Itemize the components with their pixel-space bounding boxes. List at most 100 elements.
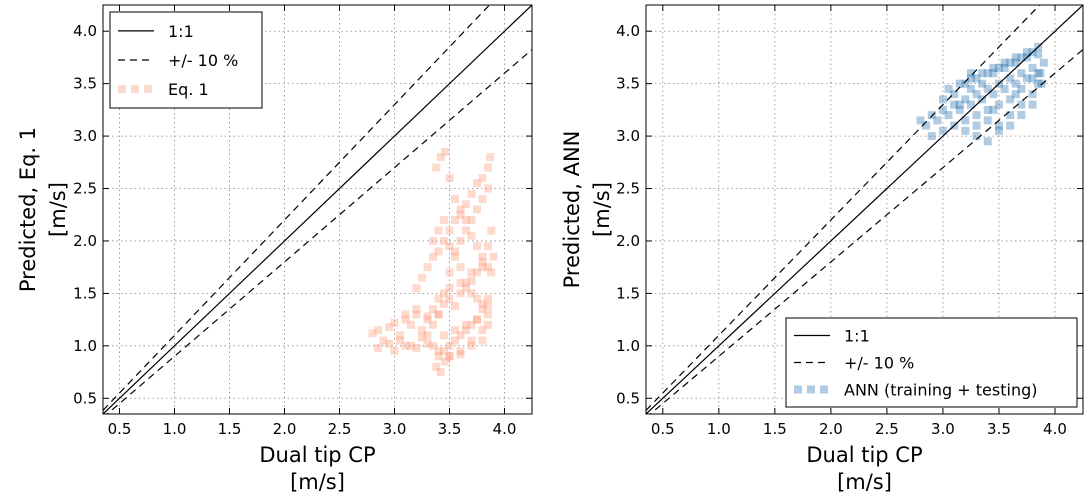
- data-point: [434, 352, 443, 361]
- data-point: [938, 95, 947, 104]
- x-tick-label: 2.5: [875, 420, 899, 438]
- y-tick-label: 4.0: [73, 22, 97, 40]
- data-point: [1028, 74, 1037, 83]
- data-point: [1006, 74, 1015, 83]
- data-point: [978, 69, 987, 78]
- data-point: [423, 312, 432, 321]
- data-point: [451, 247, 459, 256]
- data-point: [462, 284, 470, 293]
- data-point: [445, 352, 454, 361]
- y-tick-label: 1.5: [616, 284, 640, 302]
- data-point: [989, 105, 998, 114]
- legend-label: 1:1: [844, 327, 870, 346]
- data-point: [456, 289, 465, 298]
- data-point: [451, 252, 459, 261]
- data-point: [484, 263, 492, 272]
- y-tick-label: 0.5: [616, 389, 640, 407]
- data-point: [484, 184, 492, 193]
- data-point: [961, 126, 970, 135]
- data-point: [451, 195, 459, 204]
- reference-lines: [103, 5, 532, 414]
- data-point: [462, 215, 470, 224]
- x-tick-label: 0.5: [108, 420, 132, 438]
- legend-label: 1:1: [168, 22, 194, 41]
- data-point: [955, 105, 964, 114]
- data-point: [1022, 48, 1031, 57]
- data-point: [396, 336, 404, 345]
- data-point: [478, 257, 487, 266]
- data-point: [473, 179, 481, 188]
- data-point: [473, 242, 481, 251]
- data-point: [440, 289, 448, 298]
- data-point: [451, 336, 459, 345]
- data-point: [950, 100, 959, 109]
- data-point: [478, 326, 487, 335]
- data-point: [938, 105, 947, 114]
- data-point: [385, 339, 393, 348]
- data-point: [1017, 69, 1026, 78]
- data-point: [456, 205, 465, 214]
- data-point: [1034, 50, 1043, 59]
- data-point: [487, 226, 496, 235]
- data-point: [467, 336, 476, 345]
- right-panel-ann: 0.5 1.0 1.5 2.0 2.5 3.0 3.5 4.0 0.5 1.0 1.5 2.0 2.5 3…: [560, 4, 1084, 494]
- data-point: [434, 347, 443, 356]
- legend: 1:1 +/- 10 % ANN (training + testing): [785, 317, 1078, 408]
- data-point: [966, 69, 975, 78]
- data-point: [484, 301, 492, 310]
- data-point: [489, 252, 498, 261]
- data-point: [922, 121, 931, 130]
- line-1-to-1: [646, 5, 1083, 414]
- data-point: [423, 263, 432, 272]
- data-point: [436, 153, 445, 162]
- data-point: [434, 310, 443, 319]
- y-tick-label: 1.0: [73, 337, 97, 355]
- data-point: [401, 341, 410, 350]
- data-point: [1017, 100, 1026, 109]
- data-point: [983, 84, 992, 93]
- data-point: [938, 126, 947, 135]
- data-point: [1034, 69, 1043, 78]
- data-point: [961, 95, 970, 104]
- data-point: [478, 252, 487, 261]
- data-point: [484, 320, 492, 329]
- data-point: [445, 268, 454, 277]
- data-point: [456, 347, 465, 356]
- x-tick-label: 4.0: [1043, 420, 1067, 438]
- reference-lines: [646, 5, 1083, 414]
- data-point: [423, 315, 432, 324]
- legend-handle-marker: [807, 385, 815, 394]
- data-point: [989, 90, 998, 99]
- data-point: [440, 215, 448, 224]
- data-point: [994, 63, 1003, 72]
- y-axis-label: Predicted, ANN: [560, 131, 584, 289]
- data-point: [432, 163, 441, 172]
- x-tick-label: 3.0: [931, 420, 955, 438]
- data-point: [440, 299, 448, 308]
- data-point: [412, 343, 421, 352]
- x-tick-label: 1.5: [218, 420, 242, 438]
- x-tick-label: 1.5: [763, 420, 787, 438]
- x-tick-label: 2.5: [328, 420, 352, 438]
- x-tick-label: 3.5: [438, 420, 462, 438]
- legend-label: ANN (training + testing): [844, 380, 1037, 399]
- data-point: [983, 105, 992, 114]
- data-point: [467, 276, 476, 285]
- data-point: [441, 147, 450, 156]
- data-point: [927, 132, 936, 141]
- data-point: [374, 326, 382, 335]
- y-tick-label: 3.5: [73, 75, 97, 93]
- data-point: [1000, 84, 1009, 93]
- x-tick-label: 1.0: [163, 420, 187, 438]
- data-point: [445, 294, 454, 303]
- legend-label: Eq. 1: [168, 80, 209, 99]
- data-point: [473, 268, 481, 277]
- x-tick-label: 4.0: [493, 420, 517, 438]
- data-point: [429, 341, 437, 350]
- data-point: [478, 263, 487, 272]
- data-point: [445, 284, 454, 293]
- data-point: [1011, 79, 1020, 88]
- data-point: [1000, 58, 1009, 67]
- data-point: [478, 336, 487, 345]
